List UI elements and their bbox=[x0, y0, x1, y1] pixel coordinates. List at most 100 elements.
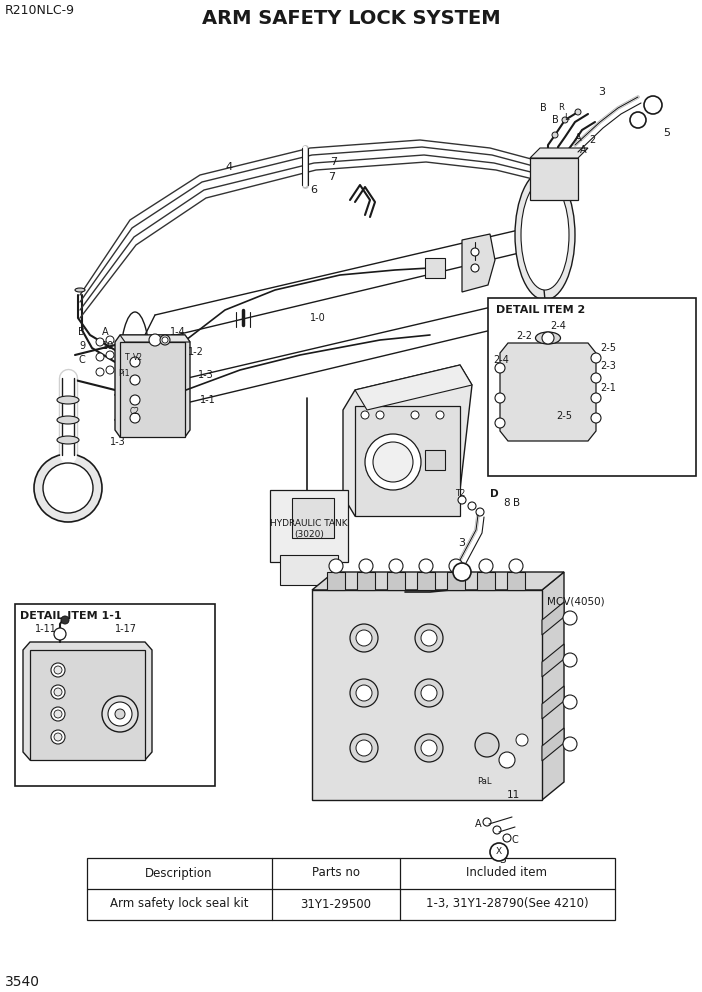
Circle shape bbox=[51, 685, 65, 699]
Circle shape bbox=[563, 653, 577, 667]
Circle shape bbox=[419, 559, 433, 573]
Circle shape bbox=[356, 630, 372, 646]
Text: X: X bbox=[496, 847, 502, 856]
Circle shape bbox=[130, 395, 140, 405]
Text: 4: 4 bbox=[225, 162, 232, 172]
Circle shape bbox=[54, 710, 62, 718]
Circle shape bbox=[471, 248, 479, 256]
Text: 9: 9 bbox=[79, 341, 85, 351]
Circle shape bbox=[490, 843, 508, 861]
Polygon shape bbox=[312, 572, 564, 590]
Polygon shape bbox=[542, 728, 564, 761]
Circle shape bbox=[102, 696, 138, 732]
Circle shape bbox=[542, 332, 554, 344]
Circle shape bbox=[54, 628, 66, 640]
Circle shape bbox=[499, 752, 515, 768]
Text: 1-17: 1-17 bbox=[115, 624, 137, 634]
Text: C: C bbox=[78, 355, 85, 365]
Polygon shape bbox=[500, 343, 596, 441]
Bar bbox=[87, 858, 615, 920]
Polygon shape bbox=[343, 365, 472, 516]
Text: 1-0: 1-0 bbox=[310, 313, 326, 323]
Circle shape bbox=[453, 563, 471, 581]
Circle shape bbox=[591, 393, 601, 403]
Text: PaL: PaL bbox=[477, 778, 491, 787]
Circle shape bbox=[458, 496, 466, 504]
Circle shape bbox=[415, 624, 443, 652]
Ellipse shape bbox=[57, 396, 79, 404]
Text: A: A bbox=[575, 133, 582, 143]
Bar bbox=[425, 258, 445, 278]
Circle shape bbox=[389, 559, 403, 573]
Bar bbox=[270, 490, 348, 562]
Circle shape bbox=[160, 335, 170, 345]
Bar bbox=[530, 158, 578, 200]
Polygon shape bbox=[542, 572, 564, 800]
Polygon shape bbox=[542, 686, 564, 719]
Ellipse shape bbox=[57, 416, 79, 424]
Ellipse shape bbox=[536, 332, 560, 344]
Circle shape bbox=[350, 624, 378, 652]
Text: 5: 5 bbox=[663, 128, 670, 138]
Text: 1-2: 1-2 bbox=[188, 347, 204, 357]
Bar bbox=[15, 604, 215, 786]
Circle shape bbox=[591, 413, 601, 423]
Bar bbox=[327, 572, 345, 590]
Circle shape bbox=[630, 112, 646, 128]
Text: 1-11: 1-11 bbox=[35, 624, 57, 634]
Circle shape bbox=[376, 411, 384, 419]
Circle shape bbox=[468, 502, 476, 510]
Circle shape bbox=[562, 117, 568, 123]
Circle shape bbox=[350, 679, 378, 707]
Circle shape bbox=[516, 734, 528, 746]
Text: C2: C2 bbox=[130, 408, 140, 417]
Circle shape bbox=[575, 109, 581, 115]
Text: Y: Y bbox=[650, 100, 656, 109]
Circle shape bbox=[149, 334, 161, 346]
Circle shape bbox=[483, 818, 491, 826]
Circle shape bbox=[495, 363, 505, 373]
Polygon shape bbox=[530, 148, 588, 158]
Text: X: X bbox=[635, 115, 641, 125]
Ellipse shape bbox=[120, 312, 150, 422]
Circle shape bbox=[415, 679, 443, 707]
Text: 7: 7 bbox=[330, 157, 337, 167]
Text: 2-2: 2-2 bbox=[516, 331, 532, 341]
Text: 31Y1-29500: 31Y1-29500 bbox=[300, 898, 371, 911]
Polygon shape bbox=[23, 642, 152, 760]
Bar bbox=[477, 572, 495, 590]
Circle shape bbox=[421, 740, 437, 756]
Text: (3020): (3020) bbox=[294, 530, 324, 539]
Text: 8: 8 bbox=[503, 498, 510, 508]
Text: ARM SAFETY LOCK SYSTEM: ARM SAFETY LOCK SYSTEM bbox=[201, 9, 501, 28]
Text: 11: 11 bbox=[507, 790, 520, 800]
Circle shape bbox=[563, 737, 577, 751]
Polygon shape bbox=[120, 335, 190, 342]
Circle shape bbox=[329, 559, 343, 573]
Bar bbox=[280, 555, 338, 585]
Polygon shape bbox=[542, 602, 564, 635]
Text: 1-3: 1-3 bbox=[110, 437, 126, 447]
Circle shape bbox=[479, 559, 493, 573]
Circle shape bbox=[51, 663, 65, 677]
Text: HYDRAULIC TANK: HYDRAULIC TANK bbox=[270, 519, 347, 528]
Circle shape bbox=[51, 730, 65, 744]
Ellipse shape bbox=[527, 204, 553, 270]
Polygon shape bbox=[462, 234, 495, 292]
Circle shape bbox=[130, 413, 140, 423]
Text: Pi1: Pi1 bbox=[118, 368, 129, 378]
Ellipse shape bbox=[521, 180, 569, 290]
Circle shape bbox=[591, 353, 601, 363]
Text: 2-3: 2-3 bbox=[600, 361, 616, 371]
Bar bbox=[447, 572, 465, 590]
Bar bbox=[488, 298, 696, 476]
Bar bbox=[312, 590, 542, 800]
Circle shape bbox=[503, 834, 511, 842]
Circle shape bbox=[476, 508, 484, 516]
Text: 1-4: 1-4 bbox=[170, 327, 186, 337]
Text: C: C bbox=[511, 835, 518, 845]
Circle shape bbox=[54, 733, 62, 741]
Ellipse shape bbox=[75, 288, 85, 292]
Ellipse shape bbox=[57, 436, 79, 444]
Text: Description: Description bbox=[145, 866, 213, 880]
